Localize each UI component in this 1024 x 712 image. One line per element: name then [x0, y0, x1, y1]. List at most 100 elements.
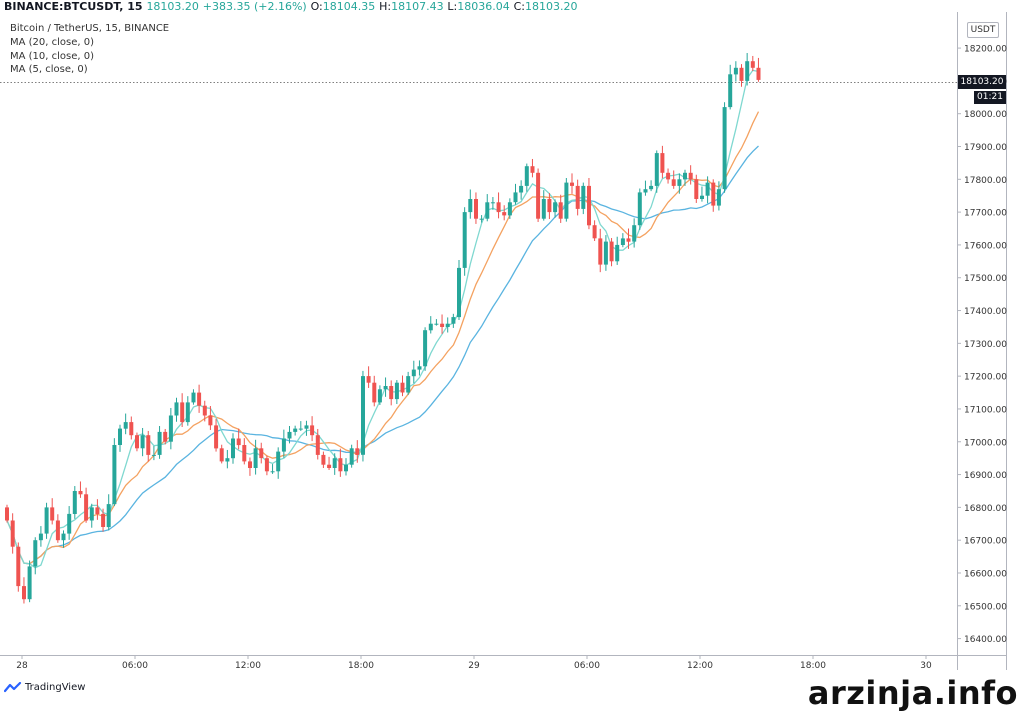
price-tick-label: 16500.00	[964, 602, 1007, 612]
price-tick-label: 17900.00	[964, 143, 1007, 153]
candle-body	[716, 189, 721, 206]
candle-body	[214, 425, 219, 449]
legend-ma20[interactable]: MA (20, close, 0)	[10, 37, 95, 48]
candle-body	[750, 61, 755, 68]
candle-body	[95, 507, 100, 514]
candle-body	[248, 461, 252, 468]
low-value: 18036.04	[457, 0, 510, 13]
time-axis-ticks: 28 06:00 12:00 18:00 29 06:00 12:00 18:00 30	[16, 655, 932, 671]
candle-body	[728, 74, 733, 108]
price-tick-label: 16400.00	[964, 635, 1007, 645]
candle-body	[417, 366, 422, 370]
open-label: O:	[310, 0, 323, 13]
candle-body	[389, 386, 394, 400]
price-axis-ticks: 16400.00 16500.00 16600.00 16700.00 16800.00…	[957, 45, 1007, 645]
candle-body	[270, 471, 275, 473]
candle-body	[411, 369, 416, 377]
candle-body	[485, 202, 490, 219]
candle-body	[315, 435, 320, 455]
tradingview-brand[interactable]: TradingView	[4, 682, 85, 693]
candle-body	[157, 431, 162, 455]
candle-body	[366, 376, 371, 383]
legend-ma10[interactable]: MA (10, close, 0)	[10, 51, 95, 62]
candle-body	[72, 491, 77, 514]
candle-body	[185, 402, 190, 423]
candle-body	[394, 382, 399, 400]
candle-body	[38, 533, 43, 541]
candle-body	[502, 212, 507, 216]
candle-body	[84, 494, 89, 521]
candle-body	[208, 415, 213, 426]
candle-body	[197, 392, 202, 406]
price-tick-label: 18200.00	[964, 45, 1007, 55]
candle-body	[677, 179, 682, 186]
candle-body	[587, 185, 591, 226]
candle-body	[298, 428, 303, 430]
candle-body	[259, 448, 264, 459]
candle-body	[598, 238, 603, 265]
last-price: 18103.20	[146, 0, 199, 13]
candle-body	[321, 454, 326, 465]
candle-body	[129, 422, 134, 436]
high-label: H:	[379, 0, 392, 13]
close-value: 18103.20	[525, 0, 578, 13]
time-tick-label: 12:00	[687, 661, 713, 671]
price-tick-label: 17200.00	[964, 373, 1007, 383]
candle-body	[507, 202, 512, 216]
price-tick-label: 17000.00	[964, 438, 1007, 448]
candle-body	[123, 422, 128, 429]
candle-body	[151, 454, 156, 456]
candle-body	[575, 185, 580, 209]
candle-body	[361, 376, 365, 455]
candle-body	[332, 458, 337, 468]
candle-body	[756, 67, 761, 80]
legend-title[interactable]: Bitcoin / TetherUS, 15, BINANCE	[10, 23, 170, 34]
candle-body	[406, 376, 411, 393]
candle-body	[490, 202, 495, 204]
price-tick-label: 16600.00	[964, 569, 1007, 579]
candle-body	[513, 192, 518, 203]
candle-body	[451, 317, 456, 324]
candle-body	[547, 199, 552, 213]
candle-body	[253, 448, 258, 468]
currency-unit-tag[interactable]: USDT	[967, 22, 999, 38]
candle-body	[61, 533, 66, 541]
candle-body	[27, 566, 32, 600]
candle-body	[694, 179, 699, 199]
candle-body	[44, 507, 49, 534]
candle-body	[78, 491, 83, 495]
candle-body	[581, 185, 586, 209]
legend-ma5[interactable]: MA (5, close, 0)	[10, 64, 88, 75]
candle-body	[304, 425, 309, 429]
open-value: 18104.35	[322, 0, 376, 13]
ma10-line	[6, 111, 760, 565]
candle-body	[620, 238, 625, 245]
candle-body	[445, 323, 450, 327]
candle-body	[683, 172, 687, 180]
candle-body	[519, 185, 524, 193]
candle-body	[287, 431, 292, 439]
candle-body	[474, 199, 478, 219]
candle-body	[349, 448, 354, 465]
candle-body	[174, 402, 179, 416]
low-label: L:	[447, 0, 458, 13]
candle-body	[163, 431, 168, 442]
candle-body	[423, 330, 428, 367]
candle-body	[671, 179, 676, 186]
candle-body	[553, 202, 558, 213]
candle-body	[16, 546, 21, 587]
brand-name: TradingView	[25, 682, 86, 693]
ma20-series	[6, 145, 759, 565]
price-tick-label: 16800.00	[964, 504, 1007, 514]
candle-body	[564, 182, 569, 219]
candle-body	[202, 405, 207, 416]
candle-body	[89, 507, 94, 521]
candle-body	[372, 382, 377, 403]
candle-body	[219, 448, 224, 462]
candle-body	[67, 513, 72, 534]
high-value: 18107.43	[391, 0, 444, 13]
close-label: C:	[513, 0, 525, 13]
candle-body	[496, 202, 501, 213]
time-tick-label: 30	[920, 661, 932, 671]
